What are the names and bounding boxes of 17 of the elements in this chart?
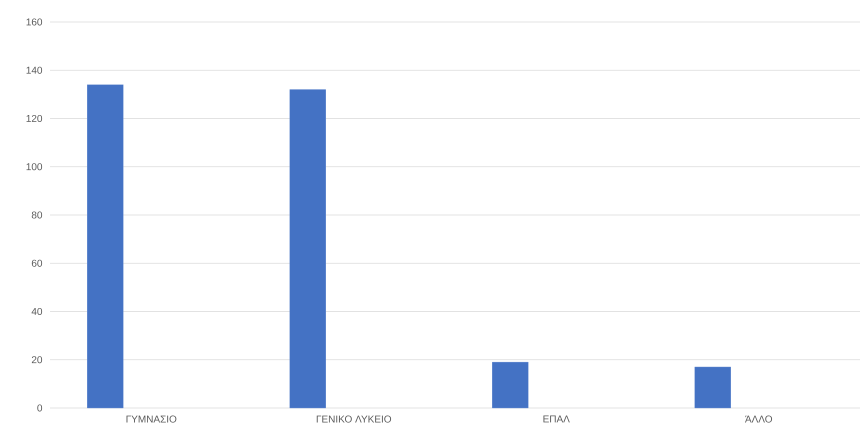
x-tick-label: ΓΥΜΝΑΣΙΟ: [126, 416, 176, 423]
y-tick-label: 80: [32, 211, 42, 219]
bar: [694, 366, 731, 408]
y-tick-label: 140: [26, 66, 42, 74]
x-tick-label: ΓΕΝΙΚΟ ΛΥΚΕΙΟ: [316, 416, 392, 423]
y-tick-label: 160: [26, 18, 42, 26]
y-tick-label: 60: [32, 260, 42, 267]
y-tick-label: 0: [37, 404, 42, 412]
y-tick-label: 40: [32, 308, 42, 316]
y-tick-label: 20: [32, 356, 42, 364]
bar: [87, 84, 124, 408]
x-tick-label: ΆΛΛΟ: [744, 416, 772, 423]
x-tick-label: ΕΠΑΛ: [543, 416, 570, 422]
y-tick-label: 100: [26, 163, 42, 170]
bar: [492, 362, 528, 408]
bar: [290, 89, 326, 408]
y-tick-label: 120: [26, 114, 42, 122]
